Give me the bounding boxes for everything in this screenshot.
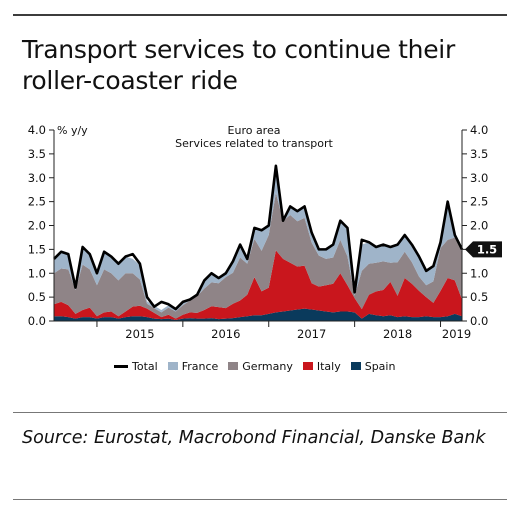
legend-swatch-france (167, 362, 178, 370)
x-tick-label: 2019 (442, 327, 471, 341)
legend-item-spain: Spain (350, 359, 396, 373)
area-france (54, 165, 462, 313)
y-tick-label-left: 4.0 (28, 123, 46, 137)
legend-item-italy: Italy (302, 359, 341, 373)
legend-swatch-germany (228, 362, 239, 370)
x-tick-label: 2018 (383, 327, 412, 341)
area-italy (54, 250, 462, 321)
y-tick-label-left: 3.0 (28, 171, 46, 185)
legend-item-total: Total (114, 360, 158, 373)
y-tick-label-left: 0.5 (28, 290, 46, 304)
legend-swatch-spain (350, 362, 361, 370)
x-tick-label: 2016 (211, 327, 240, 341)
top-rule (13, 14, 507, 16)
y-tick-label-left: 2.0 (28, 219, 46, 233)
y-tick-label-right: 1.0 (470, 266, 488, 280)
y-tick-label-right: 3.5 (470, 147, 488, 161)
area-chart: 0.0 0.0 0.5 0.5 1.0 1.0 1.5 1.5 2.0 2.0 2.5 2.5 3.0 3… (28, 123, 502, 341)
legend-label-france: France (181, 359, 219, 373)
divider (13, 412, 507, 413)
chart-legend: Total France Germany Italy Spain (114, 358, 405, 374)
legend-item-germany: Germany (228, 360, 293, 373)
legend-label-spain: Spain (364, 359, 396, 373)
legend-label-total: Total (132, 359, 158, 373)
x-tick-label: 2017 (297, 327, 326, 341)
y-tick-label-left: 1.5 (28, 242, 46, 256)
legend-swatch-italy (302, 362, 313, 370)
y-tick-label-right: 4.0 (470, 123, 488, 137)
legend-item-france: France (167, 359, 219, 373)
source-note: Source: Eurostat, Macrobond Financial, D… (22, 428, 486, 448)
legend-label-germany: Germany (242, 359, 293, 373)
y-tick-label-right: 0.0 (470, 314, 488, 328)
y-tick-label-right: 2.0 (470, 219, 488, 233)
chart-subtitle-line: Services related to transport (175, 137, 333, 150)
x-tick-label: 2015 (125, 327, 154, 341)
chart-subtitle-line: Euro area (228, 124, 281, 137)
area-spain (54, 308, 462, 321)
page-title: Transport services to continue their rol… (22, 35, 455, 95)
legend-label-italy: Italy (316, 359, 341, 373)
last-value-label: 1.5 (477, 242, 497, 256)
bottom-rule (13, 499, 507, 500)
y-axis-label: % y/y (57, 124, 88, 137)
y-tick-label-right: 2.5 (470, 195, 488, 209)
y-tick-label-right: 0.5 (470, 290, 488, 304)
legend-swatch-total (114, 364, 128, 368)
y-tick-label-left: 1.0 (28, 266, 46, 280)
y-tick-label-left: 2.5 (28, 195, 46, 209)
y-tick-label-left: 3.5 (28, 147, 46, 161)
line-total (53, 164, 464, 311)
last-value-tag (465, 241, 502, 258)
y-tick-label-right: 3.0 (470, 171, 488, 185)
area-germany (54, 193, 462, 319)
y-tick-label-left: 0.0 (28, 314, 46, 328)
